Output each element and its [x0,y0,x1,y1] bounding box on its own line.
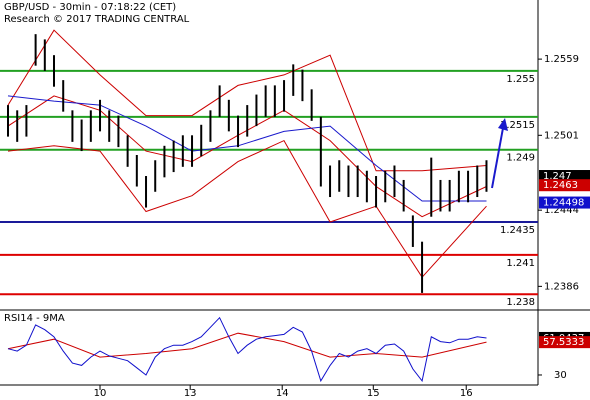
y-tick-label: 1.2501 [544,130,579,141]
value-marker [539,336,590,349]
value-marker [539,179,590,192]
rsi-title: RSI14 - 9MA [4,313,65,324]
level-label: 1.249 [506,153,535,164]
band-line [7,139,487,279]
y-tick-label: 1.2444 [544,205,579,216]
level-label: 1.241 [506,258,535,269]
arrow [491,127,504,189]
plot: 1.2559 1.2501 1.2444 1.2386 10 13 14 15 16 1.255 1… [0,29,590,399]
chart-title: GBP/USD - 30min - 07:18:22 (CET) [4,2,176,13]
level-label: 1.2435 [500,225,535,236]
ma-line [7,332,487,358]
chart-subtitle: Research © 2017 TRADING CENTRAL [4,14,190,25]
y-tick-label: 1.2559 [544,54,579,65]
x-tick-label: 10 [94,388,107,399]
level-label: 1.255 [506,74,535,85]
x-tick-label: 15 [367,388,380,399]
arrow-head [498,118,508,131]
value-marker-label: 57.5333 [543,337,584,348]
y-tick-label: 1.2386 [544,281,579,292]
x-tick-label: 13 [184,388,197,399]
x-tick-label: 14 [276,388,289,399]
value-marker-label: 1.2463 [543,180,578,191]
band-line [7,29,487,172]
level-label: 1.238 [506,297,535,308]
y-tick-label: 30 [554,370,567,381]
value-marker-label: 1.24498 [543,198,584,209]
x-tick-label: 16 [460,388,473,399]
rsi-line [7,316,487,383]
value-marker [539,170,590,183]
level-label: 1.2515 [500,120,535,131]
value-marker-label: 1.247 [543,171,572,182]
value-marker [539,196,590,209]
